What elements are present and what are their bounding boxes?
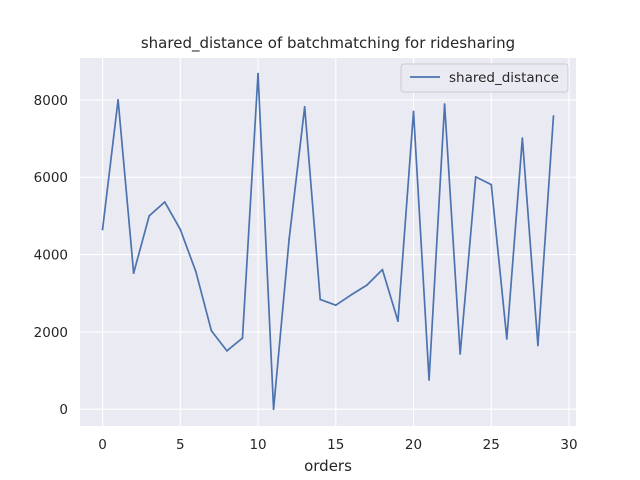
- data-point: [505, 337, 508, 340]
- y-axis-ticks: 0 2000 4000 6000 8000: [34, 93, 68, 418]
- data-point: [303, 105, 306, 108]
- data-point: [474, 175, 477, 178]
- y-tick-label: 0: [59, 402, 68, 418]
- x-tick-label: 0: [98, 437, 107, 453]
- data-point: [381, 268, 384, 271]
- data-point: [412, 110, 415, 113]
- x-tick-label: 5: [176, 437, 185, 453]
- data-point: [132, 272, 135, 275]
- plot-area: [80, 58, 576, 426]
- data-point: [210, 329, 213, 332]
- y-tick-label: 8000: [34, 93, 68, 109]
- series-layer: [101, 72, 555, 411]
- x-tick-label: 10: [249, 437, 266, 453]
- data-point: [397, 320, 399, 322]
- legend: shared_distance: [400, 63, 569, 93]
- data-point: [334, 304, 337, 307]
- data-point: [179, 228, 182, 231]
- chart-title: shared_distance of batchmatching for rid…: [141, 34, 515, 53]
- data-point: [163, 201, 166, 203]
- data-point: [117, 99, 119, 101]
- data-point: [443, 103, 446, 106]
- data-point: [521, 137, 524, 140]
- data-point: [288, 238, 291, 241]
- y-tick-label: 4000: [34, 248, 68, 264]
- data-point: [194, 270, 197, 273]
- y-tick-label: 2000: [34, 325, 68, 341]
- data-point: [319, 298, 322, 301]
- legend-label: shared_distance: [449, 70, 559, 86]
- legend-box: [400, 63, 569, 93]
- x-axis-label: orders: [304, 457, 352, 475]
- grid: [80, 58, 576, 426]
- x-tick-label: 20: [405, 437, 422, 453]
- data-point: [365, 284, 368, 287]
- data-point: [101, 228, 104, 231]
- series-line-shared_distance: [101, 72, 555, 411]
- data-point: [490, 183, 493, 186]
- data-point: [257, 72, 259, 75]
- data-point: [350, 293, 353, 296]
- x-tick-label: 30: [560, 437, 577, 453]
- data-point: [148, 215, 151, 217]
- data-point: [552, 115, 555, 118]
- data-point: [241, 337, 244, 339]
- y-tick-label: 6000: [34, 170, 68, 186]
- data-point: [272, 408, 275, 411]
- data-point: [428, 378, 430, 381]
- data-point: [226, 349, 228, 352]
- data-point: [537, 344, 539, 347]
- data-point: [459, 353, 462, 355]
- x-tick-label: 15: [327, 437, 344, 453]
- x-axis-ticks: 0 5 10 15 20 25 30: [98, 437, 577, 453]
- x-tick-label: 25: [483, 437, 500, 453]
